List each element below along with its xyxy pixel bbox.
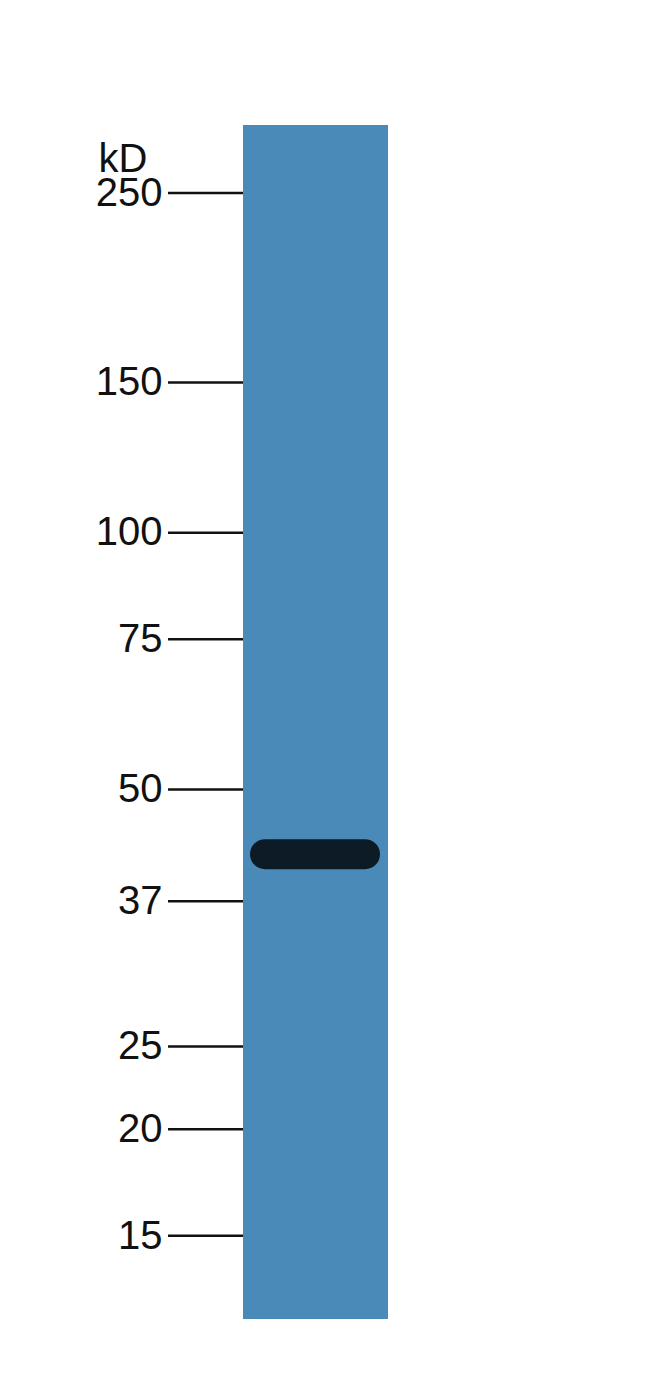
svg-text:20: 20 xyxy=(118,1106,163,1150)
svg-text:100: 100 xyxy=(96,509,163,553)
svg-text:kD: kD xyxy=(99,136,148,180)
svg-text:150: 150 xyxy=(96,359,163,403)
svg-text:250: 250 xyxy=(95,169,163,214)
svg-text:37: 37 xyxy=(118,878,163,922)
svg-text:75: 75 xyxy=(118,616,163,660)
svg-text:25: 25 xyxy=(118,1023,163,1067)
svg-text:50: 50 xyxy=(118,766,163,810)
svg-text:15: 15 xyxy=(118,1213,163,1257)
